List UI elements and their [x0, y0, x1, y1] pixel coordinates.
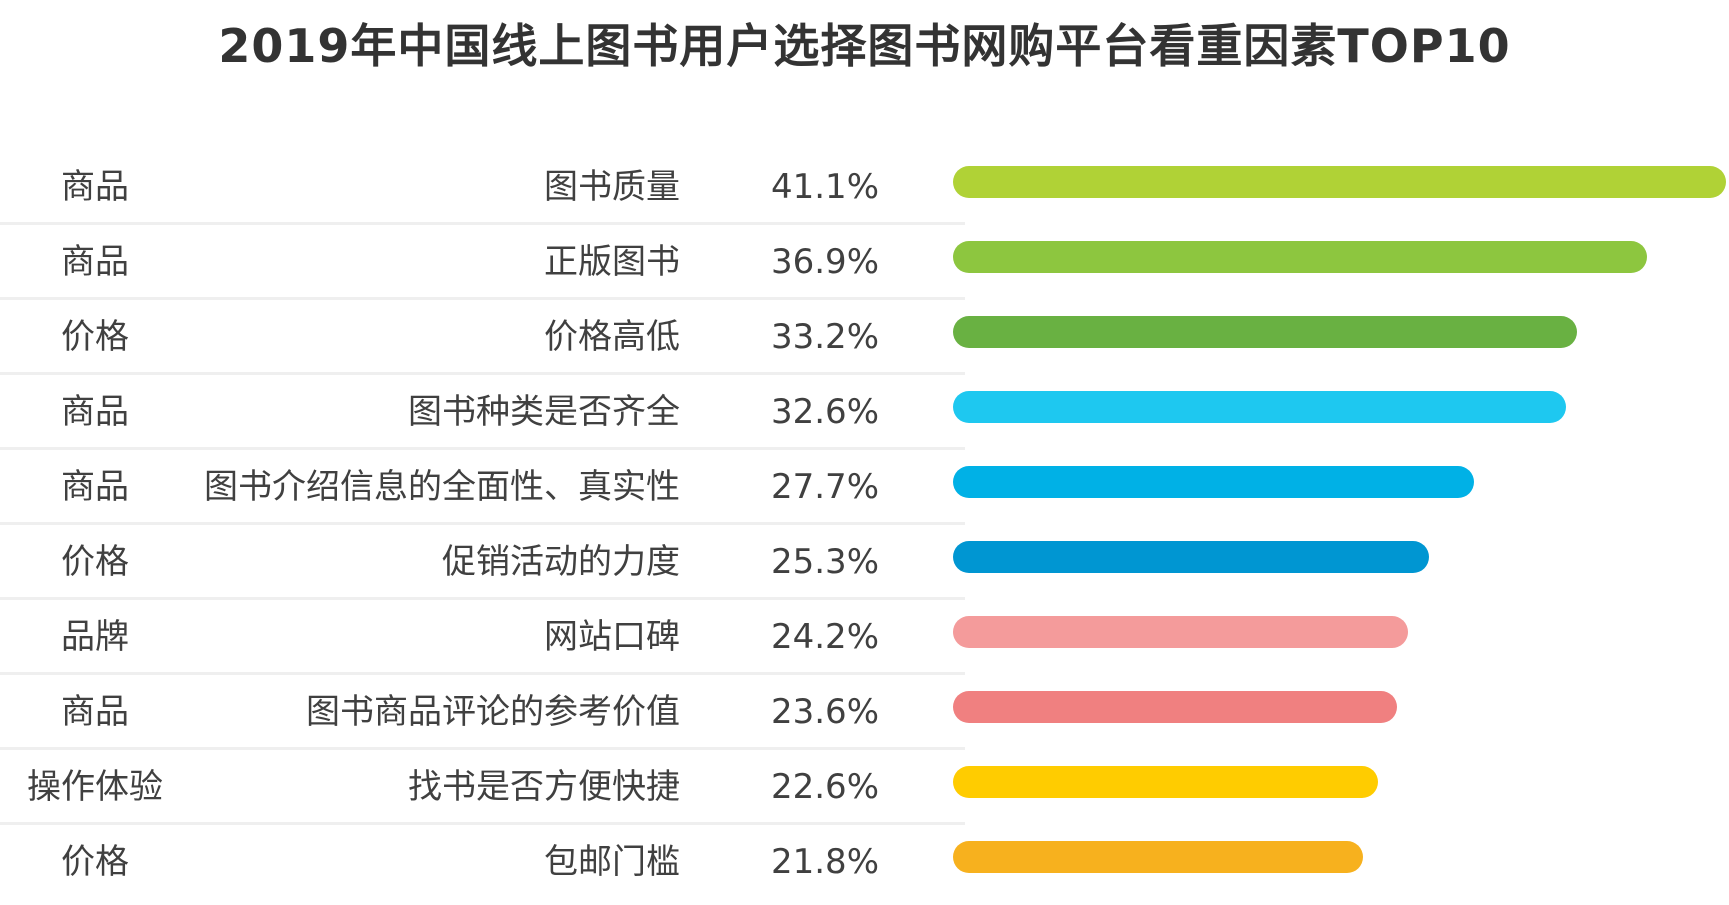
value-label: 33.2%: [770, 317, 879, 357]
row-divider: [0, 222, 965, 225]
factor-label: 促销活动的力度: [442, 542, 680, 582]
row-divider: [0, 822, 965, 825]
bar-chart: 商品 图书质量 41.1% 商品 正版图书 36.9% 价格 价格高低 33.2% 商品 图书种类是…: [0, 150, 1729, 900]
chart-row: 价格 包邮门槛 21.8%: [0, 825, 1729, 900]
row-divider: [0, 597, 965, 600]
category-label: 价格: [61, 542, 129, 582]
chart-row: 商品 图书商品评论的参考价值 23.6%: [0, 675, 1729, 750]
value-label: 23.6%: [770, 692, 879, 732]
bar: [953, 316, 1577, 348]
chart-row: 商品 图书种类是否齐全 32.6%: [0, 375, 1729, 450]
factor-label: 图书种类是否齐全: [408, 392, 680, 432]
value-label: 25.3%: [770, 542, 879, 582]
row-divider: [0, 522, 965, 525]
bar: [953, 391, 1566, 423]
chart-row: 价格 价格高低 33.2%: [0, 300, 1729, 375]
bar: [953, 841, 1363, 873]
bar: [953, 541, 1429, 573]
value-label: 41.1%: [770, 167, 879, 207]
value-label: 22.6%: [770, 767, 879, 807]
row-divider: [0, 672, 965, 675]
row-divider: [0, 372, 965, 375]
bar: [953, 691, 1397, 723]
factor-label: 价格高低: [544, 317, 680, 357]
category-label: 价格: [61, 317, 129, 357]
bar: [953, 241, 1647, 273]
factor-label: 图书商品评论的参考价值: [306, 692, 680, 732]
category-label: 品牌: [61, 617, 129, 657]
chart-row: 品牌 网站口碑 24.2%: [0, 600, 1729, 675]
value-label: 27.7%: [770, 467, 879, 507]
value-label: 32.6%: [770, 392, 879, 432]
category-label: 商品: [61, 242, 129, 282]
category-label: 商品: [61, 167, 129, 207]
chart-row: 商品 正版图书 36.9%: [0, 225, 1729, 300]
bar: [953, 166, 1726, 198]
chart-row: 价格 促销活动的力度 25.3%: [0, 525, 1729, 600]
row-divider: [0, 447, 965, 450]
chart-title: 2019年中国线上图书用户选择图书网购平台看重因素TOP10: [218, 19, 1511, 73]
bar: [953, 616, 1408, 648]
factor-label: 图书介绍信息的全面性、真实性: [204, 467, 680, 507]
factor-label: 网站口碑: [544, 617, 680, 657]
factor-label: 图书质量: [544, 167, 680, 207]
category-label: 操作体验: [27, 767, 163, 807]
value-label: 36.9%: [770, 242, 879, 282]
category-label: 价格: [61, 842, 129, 882]
factor-label: 包邮门槛: [544, 842, 680, 882]
value-label: 24.2%: [770, 617, 879, 657]
chart-row: 操作体验 找书是否方便快捷 22.6%: [0, 750, 1729, 825]
chart-row: 商品 图书质量 41.1%: [0, 150, 1729, 225]
category-label: 商品: [61, 467, 129, 507]
bar: [953, 766, 1378, 798]
row-divider: [0, 747, 965, 750]
category-label: 商品: [61, 692, 129, 732]
value-label: 21.8%: [770, 842, 879, 882]
row-divider: [0, 297, 965, 300]
category-label: 商品: [61, 392, 129, 432]
bar: [953, 466, 1474, 498]
chart-row: 商品 图书介绍信息的全面性、真实性 27.7%: [0, 450, 1729, 525]
factor-label: 找书是否方便快捷: [408, 767, 680, 807]
factor-label: 正版图书: [544, 242, 680, 282]
